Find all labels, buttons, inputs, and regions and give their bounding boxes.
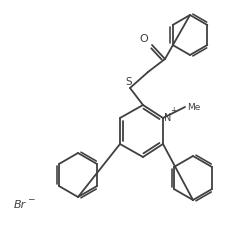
Text: O: O: [139, 34, 148, 44]
Text: N: N: [164, 113, 171, 123]
Text: Br: Br: [14, 200, 26, 210]
Text: −: −: [27, 194, 35, 203]
Text: Me: Me: [187, 103, 200, 112]
Text: +: +: [170, 106, 176, 115]
Text: S: S: [126, 77, 132, 87]
